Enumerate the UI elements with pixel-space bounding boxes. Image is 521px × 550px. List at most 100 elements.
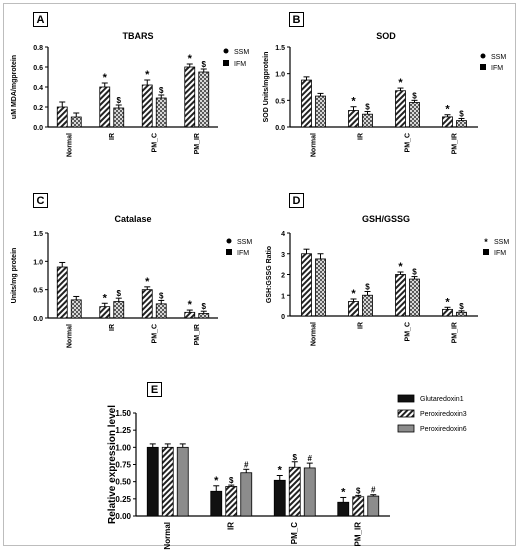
legend-swatch	[397, 394, 415, 403]
bar	[56, 266, 68, 319]
legend-label: Peroxiredoxin6	[420, 426, 467, 433]
bar	[146, 446, 159, 517]
y-tick-label: 0.25	[115, 495, 131, 504]
x-tick-label: Normal	[311, 322, 318, 346]
chart-gsh-gssg: 0 1 2 3 4 GSH:GSSG Ratio GSH/GSSG Normal * $ IR * $ P…	[260, 185, 521, 375]
bar	[70, 116, 82, 128]
bar	[273, 479, 286, 517]
bar	[155, 303, 167, 319]
chart-title: TBARS	[123, 31, 154, 41]
bar	[337, 501, 350, 517]
significance-mark: *	[145, 69, 150, 81]
y-tick-label: 1.0	[33, 259, 43, 266]
legend-marker	[226, 238, 232, 244]
x-tick-label: PM_IR	[194, 324, 201, 345]
significance-mark: $	[202, 302, 207, 311]
bar	[303, 467, 316, 517]
panel-label-e: E	[147, 382, 162, 397]
significance-mark: $	[159, 291, 164, 300]
significance-mark: $	[159, 86, 164, 95]
y-tick-label: 0.6	[33, 65, 43, 72]
bar	[184, 66, 196, 128]
legend-label: IFM	[234, 61, 246, 68]
legend-label: IFM	[494, 250, 506, 257]
y-tick-label: 1.50	[115, 409, 131, 418]
x-tick-label: IR	[358, 322, 365, 329]
y-tick-label: 1.25	[115, 426, 131, 435]
legend-label: SSM	[491, 54, 506, 61]
x-tick-label: PM_IR	[452, 322, 459, 343]
y-tick-label: 0.0	[33, 316, 43, 323]
legend-label: Peroxiredoxin3	[420, 411, 467, 418]
significance-mark: $	[229, 476, 234, 485]
significance-mark: #	[308, 454, 313, 463]
bar	[225, 486, 238, 517]
y-tick-label: 2	[281, 273, 285, 280]
chart-expression: 0.00 0.25 0.50 0.75 1.00 1.25 1.50 Relative exp…	[0, 375, 521, 550]
y-tick-label: 0.00	[115, 512, 131, 521]
bar	[456, 311, 467, 317]
bar	[409, 278, 420, 317]
bar	[184, 311, 196, 319]
significance-mark: *	[445, 296, 450, 308]
bar	[288, 466, 301, 517]
y-tick-label: 4	[281, 231, 285, 238]
chart-sod: 0.0 0.5 1.0 1.5 SOD Units/mgprotein SOD Normal…	[260, 0, 521, 185]
significance-mark: *	[351, 96, 356, 108]
bar	[395, 90, 406, 128]
bar	[442, 308, 453, 317]
chart-title: GSH/GSSG	[362, 214, 410, 224]
panel-label-c: C	[33, 193, 48, 208]
y-axis-title: SOD Units/mgprotein	[263, 52, 270, 123]
significance-mark: $	[365, 283, 370, 292]
significance-mark: $	[293, 453, 298, 462]
chart-catalase: 0.0 0.5 1.0 1.5 Units/mg protein Catalase Norm…	[0, 185, 260, 375]
significance-mark: $	[459, 109, 464, 118]
significance-mark: *	[398, 77, 403, 89]
bar	[198, 313, 210, 319]
bar	[362, 113, 373, 128]
bar	[348, 110, 359, 128]
legend-label: Glutaredoxin1	[420, 396, 464, 403]
bar	[70, 299, 82, 319]
legend-marker	[223, 60, 229, 66]
legend-marker	[223, 48, 229, 54]
significance-mark: *	[188, 53, 193, 65]
significance-mark: $	[412, 268, 417, 277]
bar	[301, 79, 312, 128]
bar	[395, 274, 406, 317]
y-tick-label: 1.5	[275, 45, 285, 52]
bar	[315, 258, 326, 317]
y-tick-label: 0	[281, 314, 285, 321]
y-axis-title: Relative expression level	[107, 405, 118, 524]
significance-mark: *	[398, 261, 403, 273]
chart-title: SOD	[376, 31, 396, 41]
legend-marker	[480, 53, 486, 59]
y-tick-label: 0.2	[33, 105, 43, 112]
x-tick-label: PM_IR	[194, 133, 201, 154]
x-tick-label: PM_C	[151, 324, 158, 343]
y-tick-label: 1.0	[275, 72, 285, 79]
x-tick-label: IR	[109, 133, 116, 140]
legend-label: SSM	[494, 239, 509, 246]
significance-mark: $	[117, 289, 122, 298]
y-tick-label: 0.75	[115, 461, 131, 470]
bar	[56, 106, 68, 128]
bar	[352, 496, 365, 517]
legend-marker: *	[484, 237, 488, 247]
figure-frame	[3, 3, 516, 546]
significance-mark: *	[214, 475, 219, 487]
significance-mark: #	[244, 460, 249, 469]
x-tick-label: PM_C	[151, 133, 158, 152]
panel-label-b: B	[289, 12, 304, 27]
x-tick-label: PM_C	[405, 133, 412, 152]
bar	[198, 71, 210, 128]
panel-label-a: A	[33, 12, 48, 27]
x-tick-label: PM_C	[405, 322, 412, 341]
significance-mark: $	[459, 302, 464, 311]
significance-mark: $	[412, 91, 417, 100]
significance-mark: $	[365, 103, 370, 112]
significance-mark: *	[103, 72, 108, 84]
bar	[301, 253, 312, 317]
significance-mark: *	[341, 486, 346, 498]
